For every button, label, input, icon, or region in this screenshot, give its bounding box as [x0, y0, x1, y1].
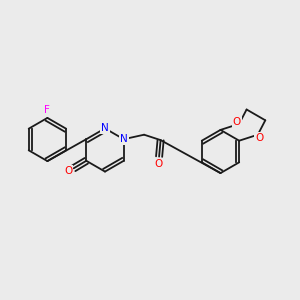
Text: O: O [232, 117, 241, 128]
Text: O: O [255, 133, 263, 143]
Text: N: N [101, 123, 109, 134]
Text: N: N [120, 134, 128, 144]
Text: O: O [64, 166, 72, 176]
Text: O: O [154, 159, 162, 169]
Text: F: F [44, 105, 50, 116]
